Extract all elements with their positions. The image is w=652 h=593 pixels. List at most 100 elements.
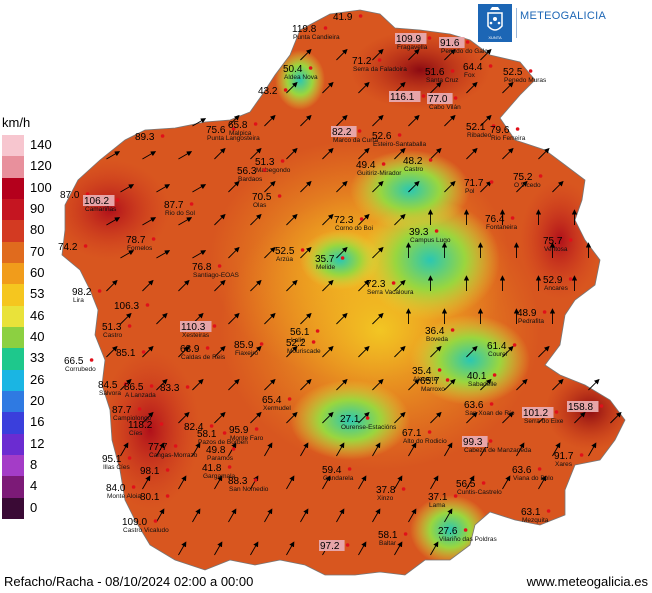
station-dot — [434, 229, 439, 233]
station-dot — [488, 64, 493, 68]
station-marker[interactable]: 87.0 — [60, 190, 90, 201]
station-marker[interactable]: 75.2O Vicedo — [513, 172, 543, 189]
wind-arrow — [322, 279, 334, 292]
station-dot — [123, 382, 128, 386]
station-marker[interactable]: 106.3 — [114, 301, 150, 312]
station-marker[interactable]: 83.3 — [160, 383, 190, 394]
wind-arrow — [106, 345, 118, 358]
station-marker[interactable]: 43.2 — [258, 86, 288, 97]
station-marker[interactable]: 41.9 — [333, 12, 363, 23]
station-marker[interactable]: 86.5A Lanzada — [124, 382, 156, 399]
station-gust-value: 98.2 — [72, 287, 92, 298]
station-marker[interactable]: 80.1 — [140, 492, 170, 503]
station-marker[interactable]: 158.8 — [567, 401, 604, 413]
station-marker[interactable]: 98.1 — [140, 466, 170, 477]
station-name: Gandarela — [323, 475, 354, 482]
station-marker[interactable]: 97.2 — [319, 540, 350, 552]
station-marker[interactable]: 74.2 — [58, 242, 88, 253]
station-marker[interactable]: 89.3 — [135, 132, 165, 143]
station-name: San Xoan de Río — [465, 410, 515, 417]
station-marker[interactable]: 116.1 — [389, 91, 426, 103]
site-url-link[interactable]: www.meteogalicia.es — [526, 574, 648, 589]
station-marker[interactable]: 82.4 — [184, 422, 214, 433]
station-marker[interactable]: 85.1 — [116, 348, 146, 359]
station-dot — [358, 14, 363, 18]
